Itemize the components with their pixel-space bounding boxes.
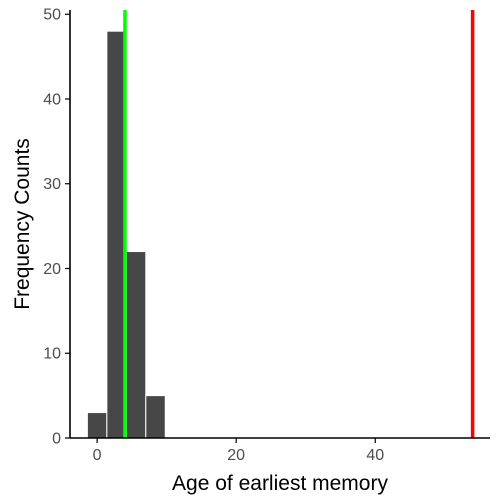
- y-axis-title: Frequency Counts: [11, 138, 34, 310]
- y-ticks: 0 10 20 30 40 50: [43, 7, 70, 448]
- x-tick-label-1: 20: [227, 447, 245, 464]
- y-tick-label-3: 30: [43, 176, 61, 193]
- y-tick-label-2: 20: [43, 261, 61, 278]
- x-tick-label-0: 0: [93, 447, 102, 464]
- x-axis-title: Age of earliest memory: [172, 472, 388, 495]
- histogram-bar-3: [145, 395, 166, 439]
- y-tick-label-0: 0: [52, 431, 61, 448]
- y-tick-label-1: 10: [43, 346, 61, 363]
- y-tick-label-4: 40: [43, 91, 61, 108]
- histogram-bar-2: [125, 251, 147, 439]
- histogram-bar-0: [86, 412, 108, 439]
- axes-layer: [69, 10, 490, 439]
- x-ticks: 0 20 40: [93, 438, 384, 464]
- y-tick-label-5: 50: [43, 7, 61, 24]
- reference-lines-layer: [123, 10, 475, 438]
- x-tick-label-2: 40: [366, 447, 384, 464]
